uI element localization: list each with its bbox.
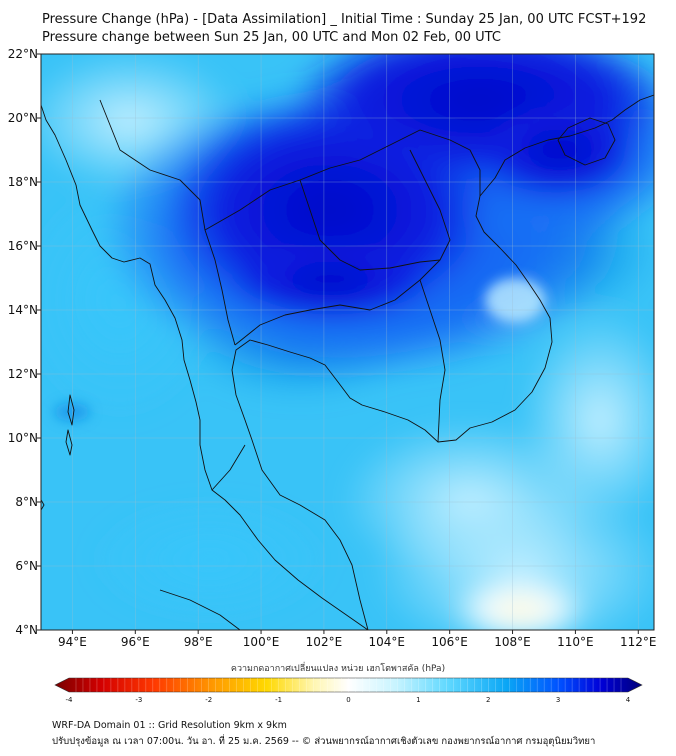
colorbar-label: ความกดอากาศเปลี่ยนแปลง หน่วย เฮกโตพาสคัล… (230, 664, 446, 674)
longitude-tick-label: 108°E (494, 635, 531, 649)
colorbar-tick-label: -3 (135, 696, 142, 704)
latitude-tick-label: 8°N (15, 495, 38, 509)
colorbar: -4 -3 -2 -1 0 1 2 3 4 (54, 677, 643, 704)
pressure-field (41, 54, 654, 630)
colorbar-tick-label: 0 (346, 696, 350, 704)
latitude-axis: 4°N 6°N 8°N 10°N 12°N 14°N 16°N 18°N 20°N 22°N (8, 47, 41, 637)
colorbar-segments (75, 678, 622, 692)
latitude-tick-label: 16°N (8, 239, 38, 253)
colorbar-tick-label: -4 (66, 696, 74, 704)
colorbar-tick-label: 3 (556, 696, 560, 704)
credit-line: ปรับปรุงข้อมูล ณ เวลา 07:00น. วัน อา. ที… (52, 736, 596, 747)
longitude-tick-label: 102°E (306, 635, 343, 649)
longitude-tick-label: 106°E (431, 635, 468, 649)
latitude-tick-label: 4°N (15, 623, 38, 637)
latitude-tick-label: 12°N (8, 367, 38, 381)
longitude-tick-label: 110°E (557, 635, 594, 649)
colorbar-tick-label: 2 (486, 696, 490, 704)
longitude-tick-label: 98°E (184, 635, 213, 649)
latitude-tick-label: 20°N (8, 111, 38, 125)
longitude-tick-label: 100°E (243, 635, 280, 649)
colorbar-tick-label: -1 (275, 696, 282, 704)
gridlines (41, 54, 654, 630)
colorbar-ticks: -4 -3 -2 -1 0 1 2 3 4 (66, 696, 631, 704)
plot-frame (40, 53, 655, 631)
colorbar-tick-label: 4 (626, 696, 631, 704)
coastline-borders (41, 94, 654, 630)
map-title-line-1: Pressure Change (hPa) - [Data Assimilati… (42, 12, 647, 27)
latitude-tick-label: 10°N (8, 431, 38, 445)
longitude-tick-label: 94°E (58, 635, 87, 649)
longitude-tick-label: 104°E (369, 635, 406, 649)
longitude-tick-label: 96°E (121, 635, 150, 649)
longitude-axis: 94°E 96°E 98°E 100°E 102°E 104°E 106°E 108°E 110… (58, 630, 657, 649)
colorbar-tick-label: -2 (205, 696, 212, 704)
map-title-line-2: Pressure change between Sun 25 Jan, 00 U… (42, 30, 501, 45)
latitude-tick-label: 22°N (8, 47, 38, 61)
latitude-tick-label: 18°N (8, 175, 38, 189)
model-info: WRF-DA Domain 01 :: Grid Resolution 9km … (52, 720, 287, 731)
longitude-tick-label: 112°E (620, 635, 657, 649)
colorbar-tick-label: 1 (416, 696, 420, 704)
latitude-tick-label: 6°N (15, 559, 38, 573)
latitude-tick-label: 14°N (8, 303, 38, 317)
